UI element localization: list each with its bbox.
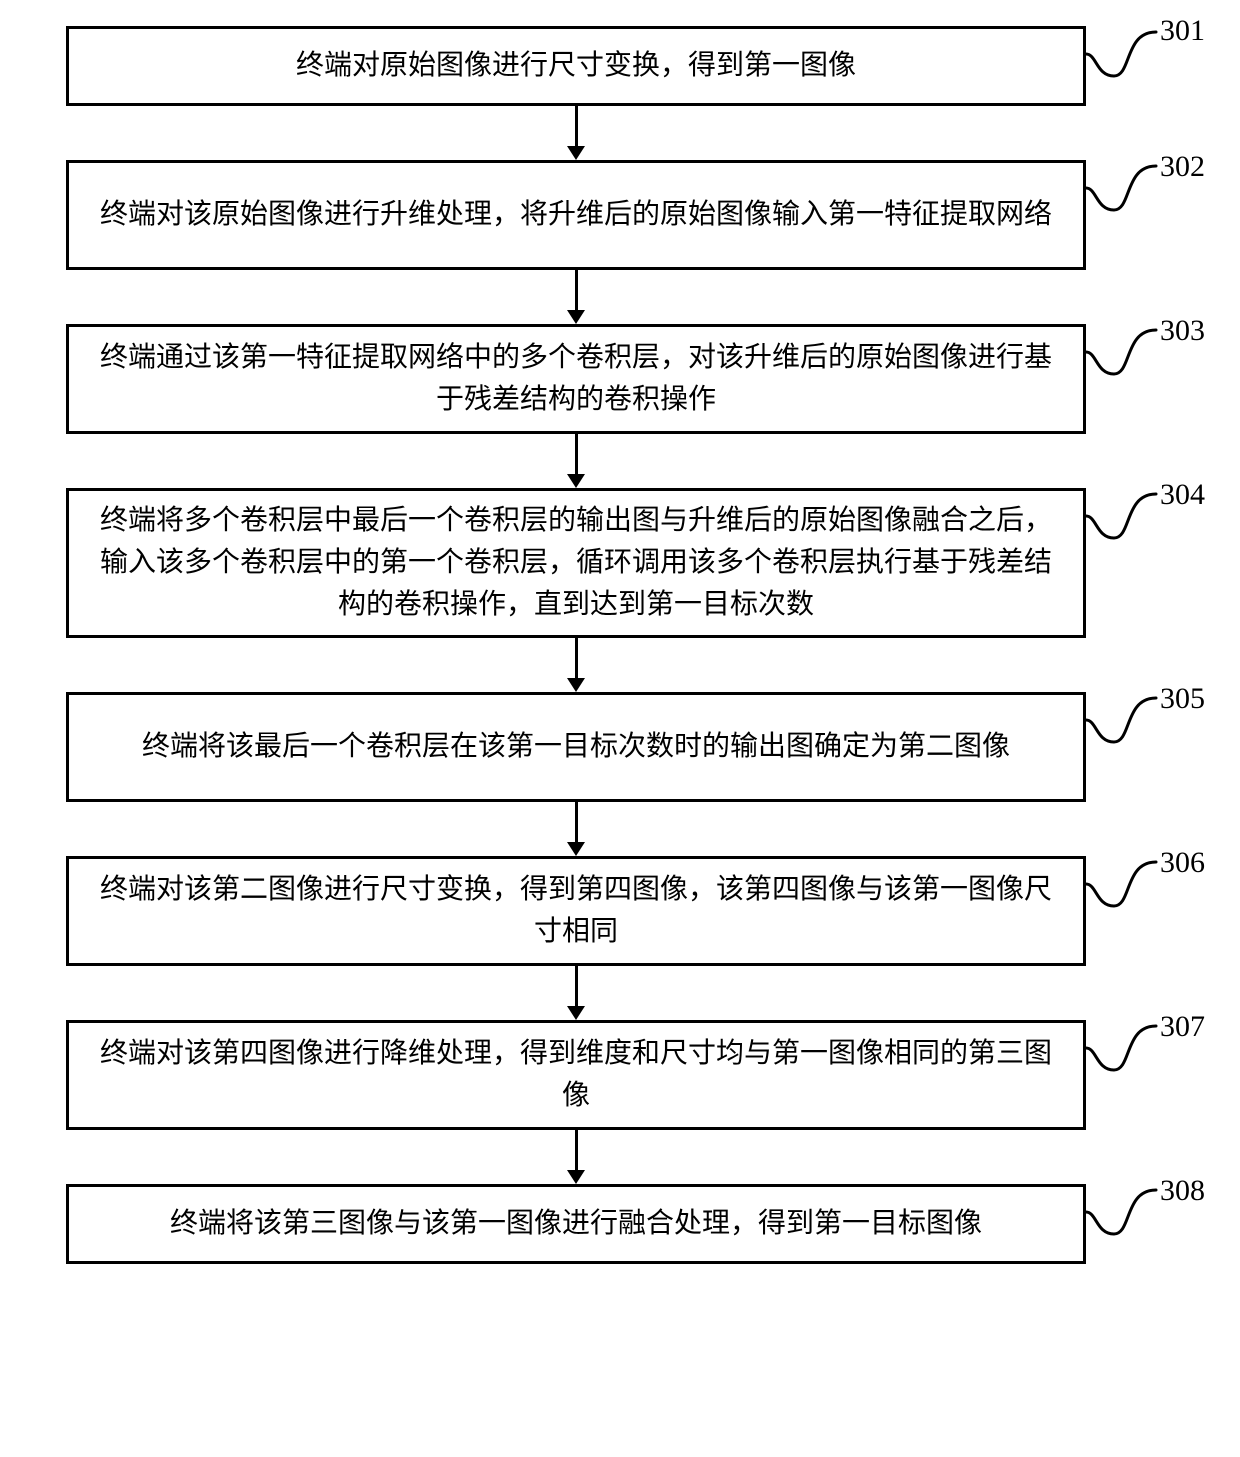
step-text: 终端将该第三图像与该第一图像进行融合处理，得到第一目标图像	[170, 1203, 982, 1245]
step-label-305: 305	[1160, 682, 1205, 716]
arrow-line-307-308	[575, 1130, 578, 1170]
arrow-head-303-304	[567, 474, 585, 488]
callout-302	[1086, 164, 1160, 212]
flowchart-canvas: 终端对原始图像进行尺寸变换，得到第一图像 301 终端对该原始图像进行升维处理，将升…	[0, 0, 1240, 1457]
step-text: 终端将多个卷积层中最后一个卷积层的输出图与升维后的原始图像融合之后，输入该多个卷…	[89, 500, 1063, 626]
arrow-head-305-306	[567, 842, 585, 856]
step-box-305: 终端将该最后一个卷积层在该第一目标次数时的输出图确定为第二图像	[66, 692, 1086, 802]
step-text: 终端对原始图像进行尺寸变换，得到第一图像	[296, 45, 856, 87]
callout-305	[1086, 696, 1160, 744]
callout-301	[1086, 30, 1160, 78]
arrow-head-306-307	[567, 1006, 585, 1020]
arrow-head-304-305	[567, 678, 585, 692]
arrow-head-302-303	[567, 310, 585, 324]
arrow-head-307-308	[567, 1170, 585, 1184]
step-box-302: 终端对该原始图像进行升维处理，将升维后的原始图像输入第一特征提取网络	[66, 160, 1086, 270]
arrow-line-304-305	[575, 638, 578, 678]
arrow-head-301-302	[567, 146, 585, 160]
step-box-304: 终端将多个卷积层中最后一个卷积层的输出图与升维后的原始图像融合之后，输入该多个卷…	[66, 488, 1086, 638]
step-label-301: 301	[1160, 14, 1205, 48]
step-label-306: 306	[1160, 846, 1205, 880]
callout-307	[1086, 1024, 1160, 1072]
step-label-307: 307	[1160, 1010, 1205, 1044]
step-label-304: 304	[1160, 478, 1205, 512]
step-box-306: 终端对该第二图像进行尺寸变换，得到第四图像，该第四图像与该第一图像尺寸相同	[66, 856, 1086, 966]
step-label-303: 303	[1160, 314, 1205, 348]
arrow-line-303-304	[575, 434, 578, 474]
callout-303	[1086, 328, 1160, 376]
step-text: 终端将该最后一个卷积层在该第一目标次数时的输出图确定为第二图像	[142, 726, 1010, 768]
arrow-line-305-306	[575, 802, 578, 842]
arrow-line-302-303	[575, 270, 578, 310]
callout-308	[1086, 1188, 1160, 1236]
step-box-307: 终端对该第四图像进行降维处理，得到维度和尺寸均与第一图像相同的第三图像	[66, 1020, 1086, 1130]
arrow-line-306-307	[575, 966, 578, 1006]
callout-306	[1086, 860, 1160, 908]
callout-304	[1086, 492, 1160, 540]
step-text: 终端通过该第一特征提取网络中的多个卷积层，对该升维后的原始图像进行基于残差结构的…	[89, 337, 1063, 421]
step-text: 终端对该第四图像进行降维处理，得到维度和尺寸均与第一图像相同的第三图像	[89, 1033, 1063, 1117]
step-text: 终端对该原始图像进行升维处理，将升维后的原始图像输入第一特征提取网络	[100, 194, 1052, 236]
arrow-line-301-302	[575, 106, 578, 146]
step-text: 终端对该第二图像进行尺寸变换，得到第四图像，该第四图像与该第一图像尺寸相同	[89, 869, 1063, 953]
step-box-308: 终端将该第三图像与该第一图像进行融合处理，得到第一目标图像	[66, 1184, 1086, 1264]
step-label-308: 308	[1160, 1174, 1205, 1208]
step-box-301: 终端对原始图像进行尺寸变换，得到第一图像	[66, 26, 1086, 106]
step-label-302: 302	[1160, 150, 1205, 184]
step-box-303: 终端通过该第一特征提取网络中的多个卷积层，对该升维后的原始图像进行基于残差结构的…	[66, 324, 1086, 434]
